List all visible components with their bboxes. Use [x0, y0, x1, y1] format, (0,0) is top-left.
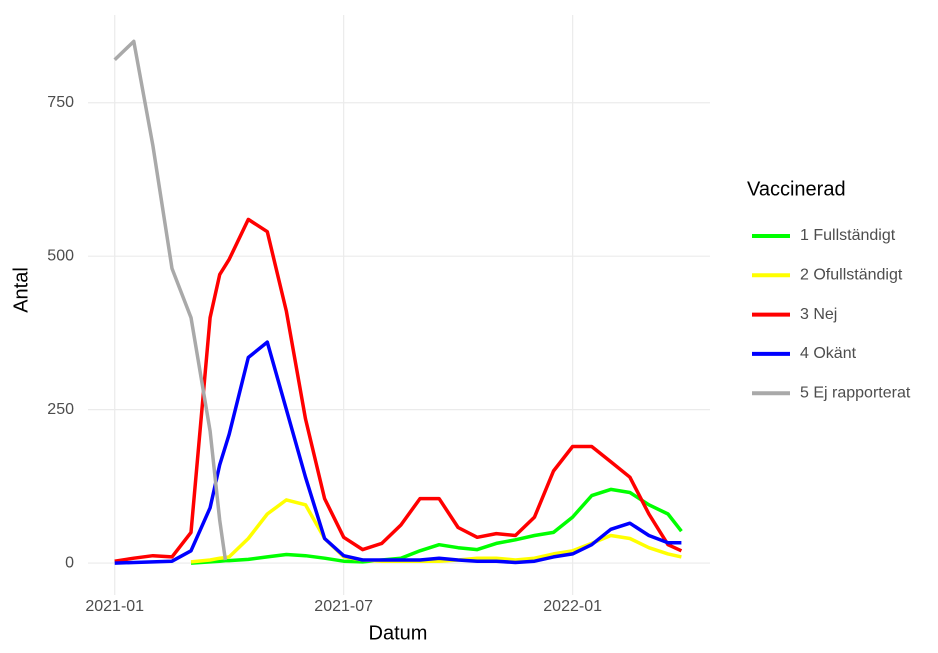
legend-label: 4 Okänt: [800, 345, 857, 362]
x-tick-label: 2021-01: [85, 598, 144, 615]
y-tick-label: 750: [47, 94, 74, 111]
y-axis-title: Antal: [10, 267, 32, 313]
x-tick-label: 2022-01: [543, 598, 602, 615]
y-tick-label: 500: [47, 247, 74, 264]
legend-label: 1 Fullständigt: [800, 227, 896, 244]
series-line: [114, 340, 682, 565]
x-tick-label: 2021-07: [314, 598, 373, 615]
legend-title: Vaccinerad: [747, 178, 846, 200]
series-line: [190, 487, 683, 565]
legend-label: 3 Nej: [800, 306, 837, 323]
series-line: [114, 217, 683, 563]
series-line: [113, 39, 228, 561]
legend-label: 5 Ej rapporterat: [800, 384, 911, 401]
x-axis-title: Datum: [369, 622, 428, 644]
y-tick-label: 0: [65, 554, 74, 571]
legend-label: 2 Ofullständigt: [800, 267, 903, 284]
y-tick-label: 250: [47, 401, 74, 418]
